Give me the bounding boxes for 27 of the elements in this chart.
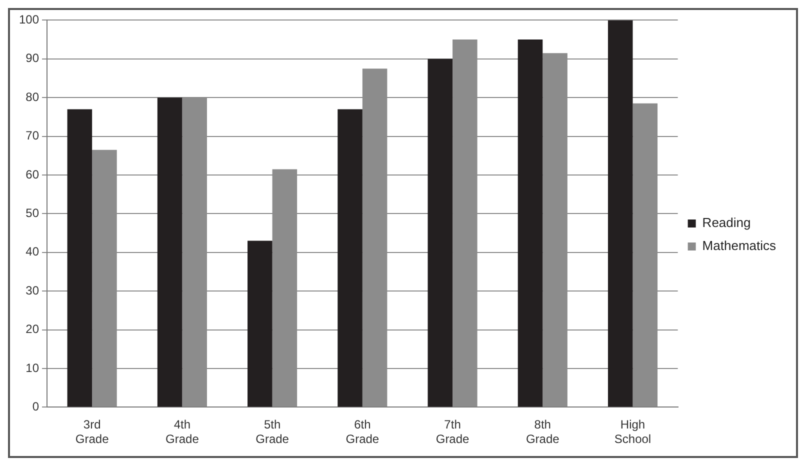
y-tick-label: 80 [26,90,40,104]
x-tick-label: 8th Grade [526,418,560,446]
y-tick-label: 40 [26,244,40,259]
y-tick-label: 50 [26,206,40,220]
y-tick-label: 0 [32,400,40,414]
x-tick-label: 7th Grade [436,418,470,446]
y-tick-label: 90 [26,51,40,66]
y-tick-label: 20 [26,322,40,336]
bar [157,98,182,407]
legend-label: Mathematics [702,238,776,254]
x-tick-label: 4th Grade [166,418,200,446]
y-tick-label: 70 [26,128,40,143]
bar [67,109,92,407]
x-tick-label: 3rd Grade [75,418,110,446]
x-tick-label: High School [614,418,652,446]
bar [608,20,633,407]
x-tick-label: 5th Grade [256,418,290,446]
bar [248,240,272,407]
y-tick-label: 100 [18,12,40,27]
bar [338,109,362,407]
x-tick-label: 6th Grade [346,418,380,446]
y-tick-label: 30 [26,283,40,298]
y-tick-label: 60 [26,167,40,182]
bar [428,58,453,407]
bar [518,40,543,407]
legend-label: Reading [702,215,751,230]
y-tick-label: 10 [26,360,40,375]
